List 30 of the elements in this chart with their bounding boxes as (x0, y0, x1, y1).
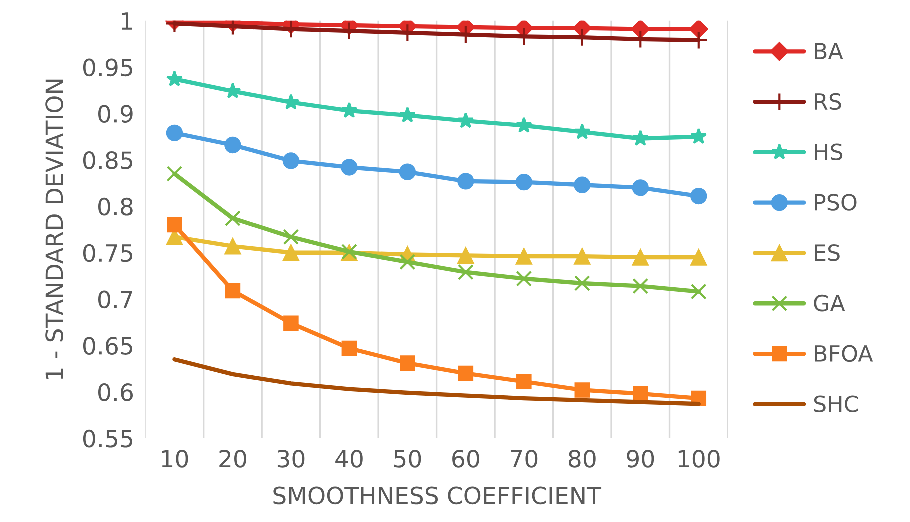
y-tick-label: 1 (122, 12, 132, 30)
y-tick-label: 0.6 (98, 384, 134, 402)
legend-label: HS (815, 144, 843, 161)
x-tick-label: 10 (162, 450, 188, 468)
legend-label: BA (815, 43, 844, 60)
y-tick-label: 0.85 (83, 152, 132, 170)
legend-label: GA (814, 294, 846, 312)
y-tick-label: 0.9 (98, 105, 133, 123)
x-tick-label: 30 (278, 450, 305, 468)
x-tick-label: 70 (511, 450, 538, 468)
x-axis-title: SMOOTHNESS COEFFICIENT (274, 486, 602, 505)
x-tick-label: 80 (568, 450, 596, 468)
legend-label: PSO (815, 194, 857, 211)
y-axis-title: 1 - STANDARD DEVIATION (46, 80, 64, 380)
y-tick-label: 0.55 (83, 430, 132, 448)
y-tick-label: 0.8 (98, 198, 133, 216)
y-tick-label: 0.7 (98, 290, 132, 309)
x-tick-label: 90 (627, 450, 654, 468)
x-tick-label: 20 (220, 450, 246, 468)
legend-label: SHC (814, 396, 858, 413)
legend-label: BFOA (815, 345, 874, 362)
y-tick-label: 0.95 (83, 58, 132, 77)
x-tick-label: 50 (394, 450, 422, 468)
x-tick-label: 40 (336, 450, 363, 468)
legend-label: ES (815, 244, 840, 262)
legend-label: RS (815, 93, 842, 110)
y-tick-label: 0.65 (83, 337, 132, 355)
x-tick-label: 60 (452, 450, 480, 468)
y-tick-label: 0.75 (83, 244, 132, 262)
x-tick-label: 100 (678, 450, 720, 468)
